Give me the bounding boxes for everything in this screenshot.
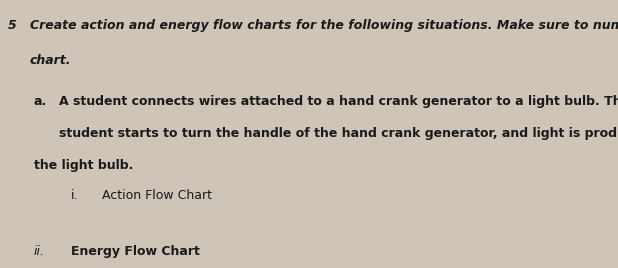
Text: A student connects wires attached to a hand crank generator to a light bulb. The: A student connects wires attached to a h… xyxy=(59,95,618,108)
Text: Create action and energy flow charts for the following situations. Make sure to : Create action and energy flow charts for… xyxy=(30,19,618,32)
Text: ii.: ii. xyxy=(34,245,45,258)
Text: i.: i. xyxy=(71,189,78,202)
Text: 5: 5 xyxy=(7,19,16,32)
Text: a.: a. xyxy=(34,95,47,108)
Text: Energy Flow Chart: Energy Flow Chart xyxy=(71,245,200,258)
Text: the light bulb.: the light bulb. xyxy=(34,159,133,173)
Text: Action Flow Chart: Action Flow Chart xyxy=(102,189,212,202)
Text: chart.: chart. xyxy=(30,54,71,67)
Text: student starts to turn the handle of the hand crank generator, and light is prod: student starts to turn the handle of the… xyxy=(59,127,618,140)
